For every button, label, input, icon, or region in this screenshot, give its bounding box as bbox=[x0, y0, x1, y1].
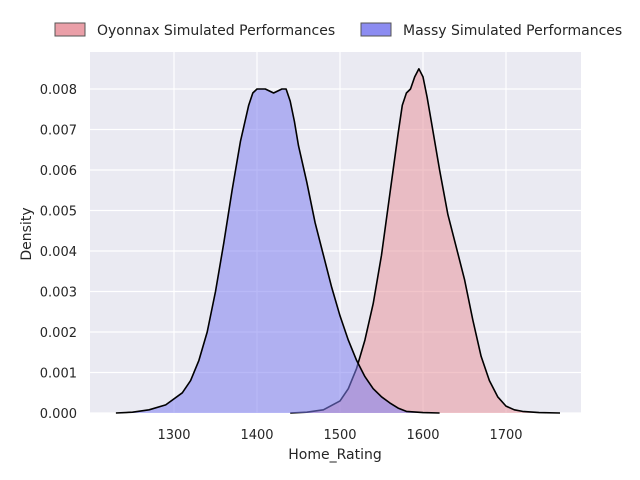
density-areas bbox=[115, 68, 561, 414]
x-tick-label-3: 1600 bbox=[406, 428, 439, 443]
density-line-series-1 bbox=[115, 88, 440, 414]
y-tick-label-7: 0.007 bbox=[40, 124, 77, 139]
x-tick-label-1: 1400 bbox=[240, 428, 273, 443]
y-tick-label-6: 0.006 bbox=[40, 164, 77, 179]
y-tick-label-4: 0.004 bbox=[40, 245, 77, 260]
y-tick-label-2: 0.002 bbox=[40, 326, 77, 341]
x-tick-label-0: 1300 bbox=[157, 428, 190, 443]
x-tick-label-2: 1500 bbox=[323, 428, 356, 443]
x-tick-labels: 1300 1400 1500 1600 1700 bbox=[157, 428, 522, 443]
density-area-series-0 bbox=[290, 68, 560, 414]
y-axis-label: Density bbox=[19, 207, 35, 260]
y-tick-label-3: 0.003 bbox=[40, 286, 77, 301]
x-tick-label-4: 1700 bbox=[489, 428, 522, 443]
legend-swatch-1 bbox=[360, 22, 392, 37]
y-tick-label-5: 0.005 bbox=[40, 205, 77, 220]
legend-swatch-0 bbox=[54, 22, 86, 37]
legend: Oyonnax Simulated Performances Massy Simu… bbox=[54, 22, 622, 39]
density-area-series-1 bbox=[115, 89, 440, 413]
y-tick-label-8: 0.008 bbox=[40, 83, 77, 98]
y-tick-label-0: 0.000 bbox=[40, 407, 77, 422]
y-tick-labels: 0.000 0.001 0.002 0.003 0.004 0.005 0.006 0.007… bbox=[40, 83, 77, 422]
x-axis-label: Home_Rating bbox=[288, 447, 381, 463]
legend-label-0: Oyonnax Simulated Performances bbox=[97, 23, 335, 39]
grid-lines bbox=[90, 52, 581, 414]
y-tick-label-1: 0.001 bbox=[40, 367, 77, 382]
legend-label-1: Massy Simulated Performances bbox=[403, 23, 622, 39]
